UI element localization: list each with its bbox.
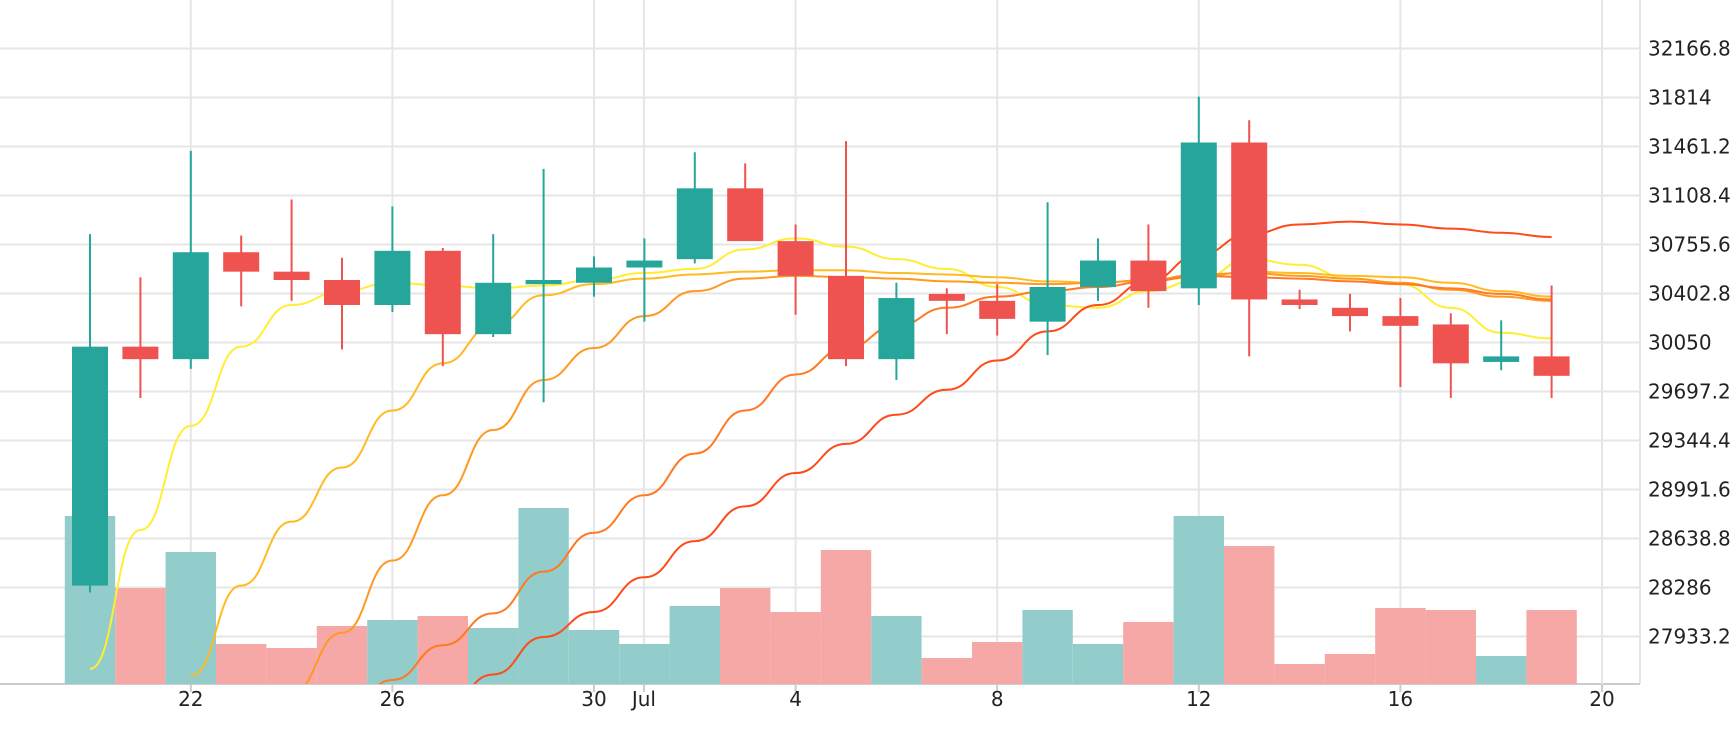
moving-average-line-5 bbox=[473, 220, 1552, 684]
candle-body bbox=[374, 250, 411, 305]
candle-body bbox=[525, 280, 562, 285]
y-tick-label: 29344.4 bbox=[1648, 429, 1730, 453]
candle-body bbox=[1432, 324, 1469, 364]
candle-body bbox=[273, 271, 310, 280]
candle-body bbox=[1231, 142, 1268, 300]
candle-body bbox=[1281, 299, 1318, 305]
volume-bar bbox=[1224, 546, 1275, 684]
candle-body bbox=[1080, 260, 1116, 287]
candle-body bbox=[1332, 307, 1368, 317]
volume-bar bbox=[518, 508, 569, 684]
x-tick-label: 30 bbox=[581, 687, 606, 711]
candle-body bbox=[777, 241, 814, 276]
volume-bar bbox=[1425, 610, 1476, 684]
candle-body bbox=[1533, 356, 1570, 376]
x-tick-label: 4 bbox=[789, 687, 802, 711]
volume-layer bbox=[64, 508, 1577, 684]
volume-bar bbox=[820, 550, 872, 684]
candle-body bbox=[928, 293, 965, 301]
volume-bar bbox=[972, 642, 1023, 684]
volume-bar bbox=[871, 616, 922, 684]
candle-body bbox=[626, 260, 663, 268]
y-tick-label: 31108.4 bbox=[1648, 184, 1730, 208]
volume-bar bbox=[1476, 656, 1527, 684]
x-tick-label: Jul bbox=[630, 687, 656, 711]
y-tick-label: 31461.2 bbox=[1648, 135, 1730, 159]
candle-body bbox=[1029, 286, 1066, 322]
moving-average-line-3 bbox=[304, 272, 1552, 684]
volume-bar bbox=[1274, 664, 1325, 684]
candle-body bbox=[424, 250, 461, 335]
y-tick-label: 28638.8 bbox=[1648, 527, 1730, 551]
candle-body bbox=[1483, 356, 1520, 362]
candle-body bbox=[878, 298, 915, 360]
volume-bar bbox=[1375, 608, 1426, 684]
y-tick-label: 29697.2 bbox=[1648, 380, 1730, 404]
volume-bar bbox=[1072, 644, 1124, 684]
volume-bar bbox=[568, 630, 620, 684]
volume-bar bbox=[316, 626, 368, 684]
moving-average-line-2 bbox=[190, 269, 1552, 677]
volume-bar bbox=[921, 658, 972, 684]
volume-bar bbox=[1526, 610, 1577, 684]
y-tick-label: 32166.8 bbox=[1648, 37, 1730, 61]
volume-bar bbox=[1022, 610, 1073, 684]
volume-bar bbox=[1123, 622, 1174, 684]
volume-bar bbox=[115, 588, 166, 684]
volume-bar bbox=[165, 552, 216, 684]
x-axis: 22 26 30 Jul 4 8 12 16 20 bbox=[178, 684, 1615, 711]
volume-bar bbox=[216, 644, 267, 684]
candle-body bbox=[727, 188, 764, 242]
y-axis: 32166.8 31814 31461.2 31108.4 30755.6 30402.8… bbox=[1648, 37, 1730, 649]
candle-body bbox=[676, 188, 713, 260]
grid-layer bbox=[0, 0, 1641, 685]
volume-bar bbox=[1173, 516, 1224, 684]
y-tick-label: 30050 bbox=[1648, 331, 1712, 355]
volume-bar bbox=[266, 648, 317, 684]
volume-bar bbox=[619, 644, 670, 684]
x-tick-label: 12 bbox=[1186, 687, 1211, 711]
candle-body bbox=[576, 267, 612, 283]
candle-layer bbox=[72, 96, 1570, 593]
x-tick-label: 26 bbox=[380, 687, 405, 711]
y-tick-label: 28991.6 bbox=[1648, 478, 1730, 502]
candle-body bbox=[122, 346, 159, 360]
y-tick-label: 30402.8 bbox=[1648, 282, 1730, 306]
volume-bar bbox=[669, 606, 720, 684]
x-tick-label: 20 bbox=[1589, 687, 1614, 711]
candle-body bbox=[223, 252, 260, 272]
candle-body bbox=[72, 346, 108, 586]
volume-bar bbox=[468, 628, 519, 684]
candle-body bbox=[1130, 260, 1167, 292]
volume-bar bbox=[417, 616, 468, 684]
y-tick-label: 27933.2 bbox=[1648, 625, 1730, 649]
x-tick-label: 22 bbox=[178, 687, 203, 711]
candle-body bbox=[1382, 316, 1419, 326]
candle-body bbox=[1180, 142, 1217, 289]
volume-bar bbox=[770, 612, 821, 684]
candle-body bbox=[324, 280, 360, 305]
candle-body bbox=[828, 275, 864, 360]
volume-bar bbox=[367, 620, 418, 684]
candle-body bbox=[475, 282, 512, 335]
y-tick-label: 30755.6 bbox=[1648, 233, 1730, 257]
y-tick-label: 31814 bbox=[1648, 86, 1712, 110]
y-tick-label: 28286 bbox=[1648, 576, 1712, 600]
candle-body bbox=[172, 252, 209, 360]
x-tick-label: 16 bbox=[1388, 687, 1413, 711]
volume-bar bbox=[720, 588, 771, 684]
x-tick-label: 8 bbox=[991, 687, 1004, 711]
candle-body bbox=[979, 300, 1016, 319]
volume-bar bbox=[1324, 654, 1376, 684]
